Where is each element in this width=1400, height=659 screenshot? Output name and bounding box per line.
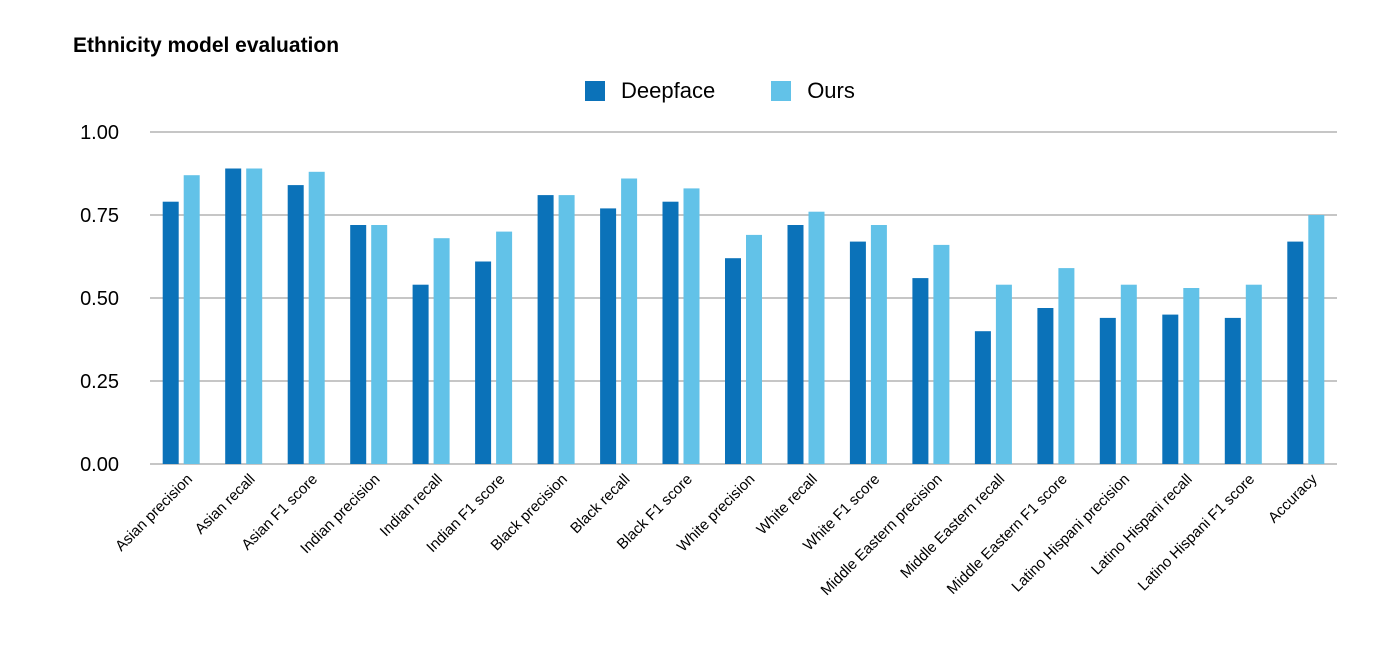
bar-deepface	[287, 185, 304, 464]
bar-ours	[870, 225, 887, 464]
y-axis-ticks: 0.00 0.25 0.50 0.75 1.00	[80, 122, 119, 476]
bar-ours	[308, 171, 325, 465]
bar-deepface	[787, 225, 804, 464]
bar-ours	[1120, 284, 1137, 464]
bar-ours	[1058, 268, 1075, 464]
x-tick-label: White recall	[753, 471, 820, 538]
bar-deepface	[412, 284, 429, 464]
y-tick-label: 0.25	[80, 371, 119, 393]
x-tick-label: Latino Hispani precision	[1008, 471, 1133, 596]
bar-ours	[246, 168, 263, 464]
bar-ours	[558, 195, 575, 464]
legend-label-ours: Ours	[807, 78, 855, 103]
gridlines	[150, 131, 1337, 465]
y-tick-label: 0.75	[80, 205, 119, 227]
bar-deepface	[225, 168, 242, 464]
bar-deepface	[662, 201, 679, 464]
bar-deepface	[1224, 317, 1241, 464]
legend-item-ours: Ours	[771, 78, 855, 104]
bar-deepface	[1099, 317, 1116, 464]
x-tick-label: Black recall	[567, 471, 633, 537]
x-tick-label: Latino Hispani F1 score	[1135, 471, 1258, 594]
bar-deepface	[725, 258, 741, 464]
bar-ours	[496, 231, 513, 464]
bar-ours	[995, 284, 1012, 464]
bar-deepface	[162, 201, 179, 464]
y-tick-label: 0.00	[80, 454, 119, 476]
legend-item-deepface: Deepface	[585, 78, 715, 104]
bar-ours	[1183, 288, 1200, 464]
bar-ours	[746, 234, 762, 464]
bar-deepface	[1037, 308, 1054, 464]
bar-ours	[933, 244, 950, 464]
chart-title: Ethnicity model evaluation	[73, 34, 340, 57]
x-tick-label: Asian recall	[192, 471, 259, 538]
legend: Deepface Ours	[585, 78, 911, 104]
x-tick-label: Accuracy	[1265, 470, 1321, 526]
x-tick-label: Middle Eastern F1 score	[944, 471, 1071, 598]
bar-ours	[621, 178, 638, 464]
legend-swatch-ours	[771, 81, 792, 101]
bar-ours	[183, 175, 200, 464]
bar-deepface	[1162, 314, 1179, 464]
bar-deepface	[974, 331, 991, 464]
bar-ours	[808, 211, 825, 464]
x-tick-label: Indian recall	[377, 471, 446, 540]
legend-label-deepface: Deepface	[621, 78, 716, 103]
x-tick-label: Middle Eastern precision	[818, 471, 946, 599]
bar-ours	[433, 238, 450, 464]
y-tick-label: 0.50	[80, 288, 119, 310]
bar-deepface	[1287, 241, 1304, 464]
y-tick-label: 1.00	[80, 122, 119, 144]
bar-ours	[1308, 215, 1325, 464]
bar-ours	[371, 225, 388, 464]
x-tick-label: Asian precision	[112, 471, 196, 555]
x-tick-label: Middle Eastern recall	[897, 471, 1008, 582]
bar-ours	[683, 188, 700, 464]
bar-deepface	[350, 225, 367, 464]
bar-deepface	[475, 261, 492, 464]
bar-deepface	[912, 278, 929, 464]
bar-deepface	[537, 195, 554, 464]
bar-deepface	[849, 241, 866, 464]
bars	[162, 168, 1325, 465]
bar-ours	[1245, 284, 1262, 464]
legend-swatch-deepface	[585, 81, 605, 101]
bar-deepface	[600, 208, 617, 464]
